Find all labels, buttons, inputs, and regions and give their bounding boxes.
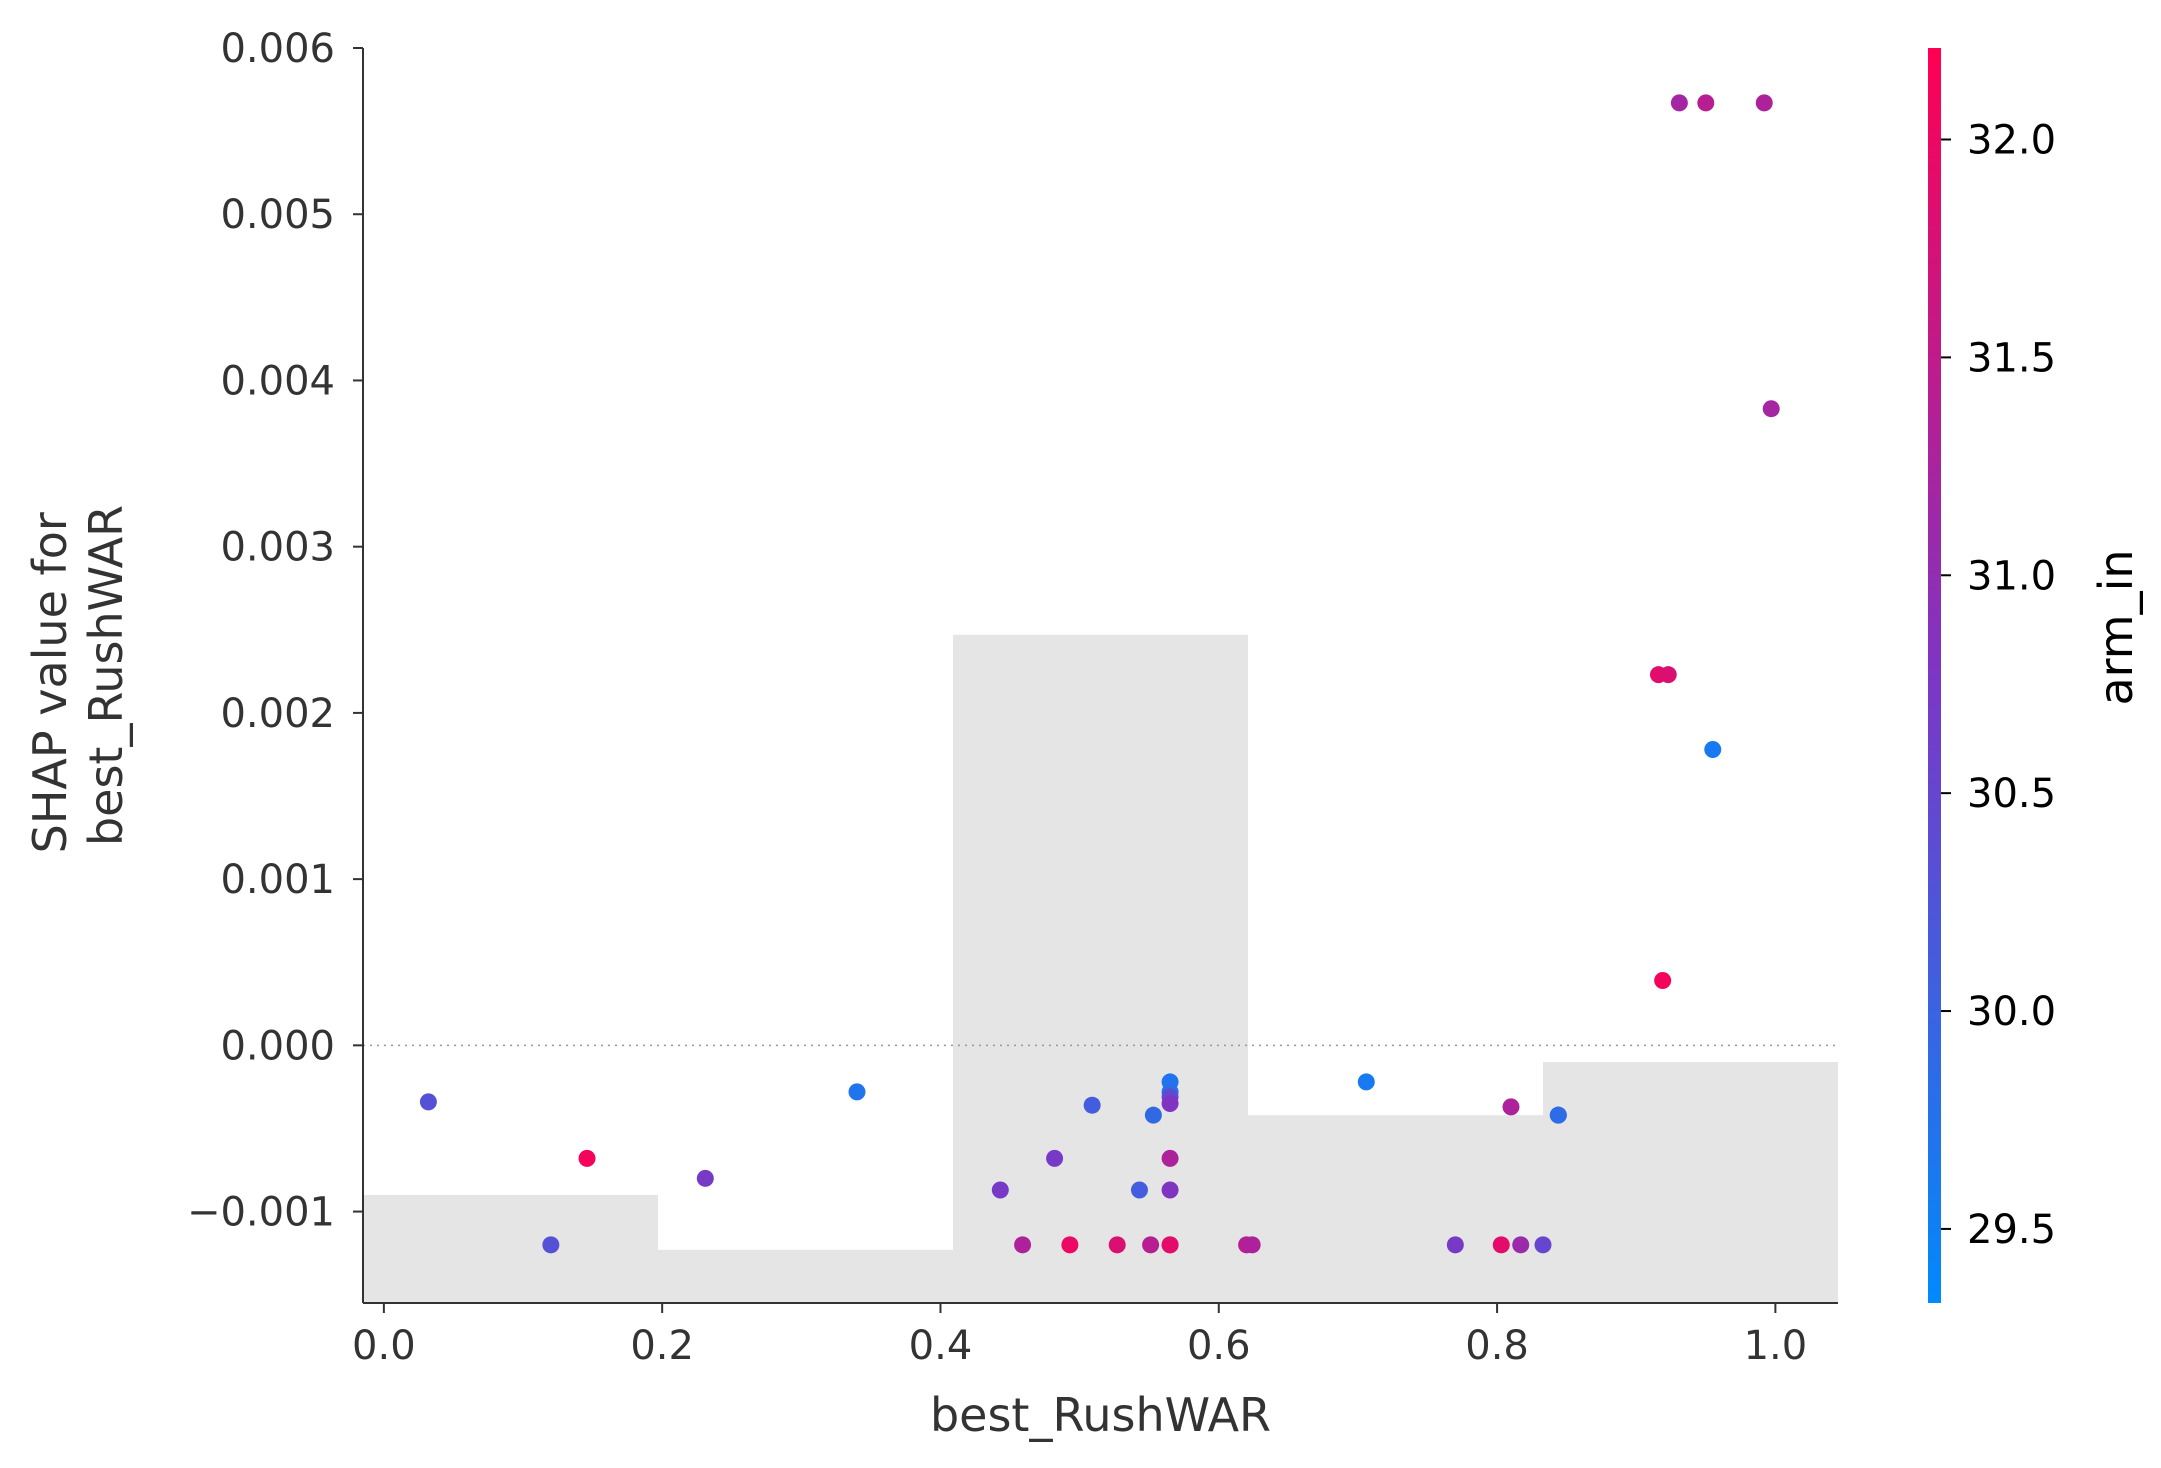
scatter-point-2 [542, 1236, 560, 1254]
x-tick-label: 0.6 [1187, 1323, 1251, 1369]
scatter-point-3 [578, 1149, 596, 1167]
histogram-background [363, 634, 1838, 1303]
y-axis-title-line-2: best_RushWAR [79, 505, 133, 846]
scatter-point-11 [1108, 1236, 1126, 1254]
colorbar-ticks: 29.5 30.0 30.5 31.0 31.5 32.0 [1941, 118, 2056, 1253]
scatter-point-34 [1659, 666, 1677, 684]
x-tick-label: 1.0 [1744, 1323, 1808, 1369]
y-tick-label: 0.006 [220, 26, 335, 72]
histogram-bar-5 [1543, 1061, 1838, 1303]
scatter-point-32 [1549, 1106, 1567, 1124]
colorbar-tick-label: 31.5 [1967, 335, 2056, 381]
colorbar-tick-label: 30.0 [1967, 989, 2056, 1035]
y-tick-label: 0.004 [220, 358, 335, 404]
scatter-point-14 [1144, 1106, 1162, 1124]
scatter-point-19 [1161, 1149, 1179, 1167]
y-tick-label: 0.005 [220, 192, 335, 238]
scatter-point-26 [1446, 1236, 1464, 1254]
histogram-bar-3 [953, 634, 1248, 1303]
x-tick-label: 0.2 [630, 1323, 694, 1369]
colorbar-tick-label: 32.0 [1967, 118, 2056, 164]
y-tick-label: 0.002 [220, 691, 335, 737]
scatter-point-24 [1243, 1236, 1261, 1254]
scatter-point-4 [696, 1169, 714, 1187]
colorbar [1928, 48, 1941, 1303]
colorbar-title: arm_in [2089, 549, 2143, 705]
scatter-point-9 [1061, 1236, 1079, 1254]
scatter-point-10 [1083, 1096, 1101, 1114]
x-tick-label: 0.8 [1465, 1323, 1529, 1369]
scatter-point-38 [1704, 740, 1722, 758]
scatter-point-13 [1142, 1236, 1160, 1254]
colorbar-tick-label: 31.0 [1967, 553, 2056, 599]
y-tick-label: 0.001 [220, 857, 335, 903]
scatter-point-22 [1161, 1236, 1179, 1254]
scatter-point-25 [1357, 1073, 1375, 1091]
scatter-point-35 [1654, 972, 1672, 990]
scatter-point-29 [1512, 1236, 1530, 1254]
y-axis-title-line-1: SHAP value for [23, 512, 77, 853]
scatter-point-36 [1670, 94, 1688, 112]
x-tick-label: 0.0 [352, 1323, 416, 1369]
scatter-point-18 [1161, 1095, 1179, 1113]
scatter-point-28 [1502, 1098, 1520, 1116]
y-axis-ticks: −0.001 0.000 0.001 0.002 0.003 0.004 0.005 0.00… [187, 26, 363, 1236]
y-axis-title: SHAP value for best_RushWAR [23, 498, 133, 854]
y-tick-label: 0.003 [220, 525, 335, 571]
scatter-point-39 [1755, 94, 1773, 112]
colorbar-tick-label: 30.5 [1967, 771, 2056, 817]
scatter-point-40 [1762, 400, 1780, 418]
scatter-point-7 [1014, 1236, 1032, 1254]
scatter-point-1 [419, 1093, 437, 1111]
scatter-point-5 [848, 1083, 866, 1101]
scatter-point-6 [991, 1181, 1009, 1199]
y-tick-label: −0.001 [187, 1190, 335, 1236]
scatter-point-27 [1492, 1236, 1510, 1254]
colorbar-tick-label: 29.5 [1967, 1207, 2056, 1253]
scatter-point-8 [1046, 1149, 1064, 1167]
y-tick-label: 0.000 [220, 1023, 335, 1069]
histogram-bar-2 [658, 1249, 953, 1303]
histogram-bar-1 [363, 1194, 658, 1303]
x-tick-label: 0.4 [909, 1323, 973, 1369]
x-axis-ticks: 0.0 0.2 0.4 0.6 0.8 1.0 [352, 1303, 1807, 1369]
scatter-points [419, 94, 1780, 1254]
x-axis-title: best_RushWAR [930, 1388, 1271, 1442]
histogram-bar-4 [1248, 1115, 1543, 1303]
scatter-point-37 [1697, 94, 1715, 112]
scatter-point-20 [1161, 1181, 1179, 1199]
scatter-point-30 [1534, 1236, 1552, 1254]
scatter-point-12 [1130, 1181, 1148, 1199]
